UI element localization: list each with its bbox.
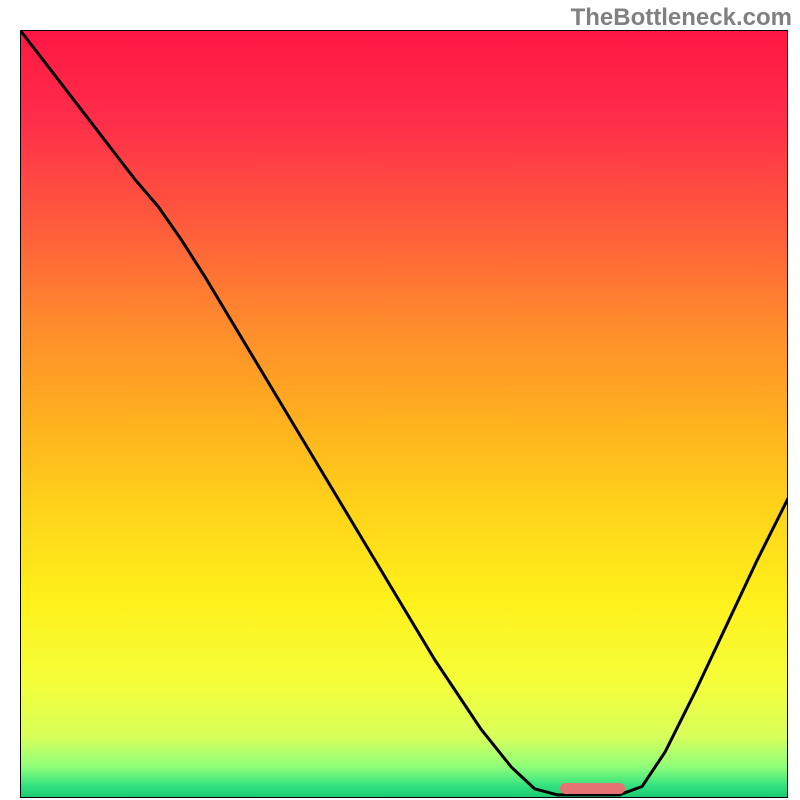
watermark-text: TheBottleneck.com bbox=[571, 4, 792, 32]
chart-curve bbox=[20, 30, 788, 798]
chart-area bbox=[20, 30, 788, 798]
optimal-marker bbox=[560, 783, 625, 794]
